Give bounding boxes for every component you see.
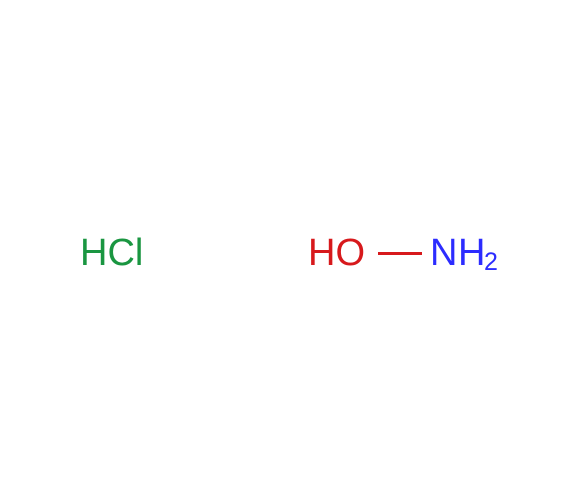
atom-label: HCl bbox=[80, 232, 143, 274]
atom-hydrogen: H bbox=[458, 232, 485, 275]
atom-nitrogen: N bbox=[430, 232, 457, 275]
atom-label: H bbox=[458, 232, 485, 274]
atom-label: N bbox=[430, 232, 457, 274]
chemical-structure-diagram: HCl HO N H 2 bbox=[0, 0, 583, 502]
atom-label: HO bbox=[308, 232, 365, 274]
subscript-label: 2 bbox=[484, 248, 498, 276]
bond-o-n bbox=[378, 252, 422, 255]
atom-subscript: 2 bbox=[484, 248, 498, 277]
atom-hydroxyl: HO bbox=[308, 232, 365, 275]
atom-hcl: HCl bbox=[80, 232, 143, 275]
